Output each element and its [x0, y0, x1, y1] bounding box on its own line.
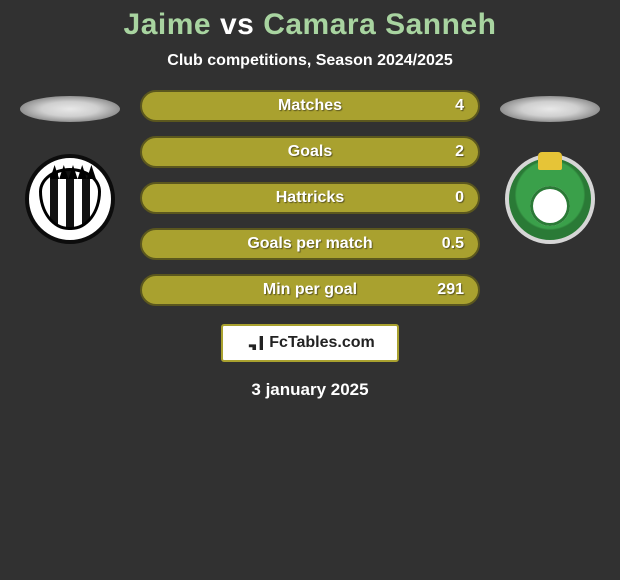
brand-text: FcTables.com: [269, 334, 375, 352]
stat-value: 0: [455, 189, 464, 207]
page-title: Jaime vs Camara Sanneh: [124, 8, 497, 42]
stat-bar-matches: Matches 4: [140, 90, 480, 122]
player1-shadow-icon: [20, 96, 120, 122]
stat-bar-goals-per-match: Goals per match 0.5: [140, 228, 480, 260]
chart-bars-icon: [245, 336, 263, 350]
date-text: 3 january 2025: [251, 380, 368, 400]
stat-bar-hattricks: Hattricks 0: [140, 182, 480, 214]
player2-shadow-icon: [500, 96, 600, 122]
stat-label: Hattricks: [276, 189, 344, 207]
comparison-card: Jaime vs Camara Sanneh Club competitions…: [0, 0, 620, 400]
stat-value: 2: [455, 143, 464, 161]
stat-value: 0.5: [442, 235, 464, 253]
stat-value: 291: [437, 281, 464, 299]
stat-label: Goals per match: [247, 235, 372, 253]
stat-value: 4: [455, 97, 464, 115]
stats-column: Matches 4 Goals 2 Hattricks 0 Goals per …: [130, 90, 490, 306]
stat-label: Goals: [288, 143, 332, 161]
team2-crest: [505, 154, 595, 244]
albacete-shield-icon: [39, 168, 101, 230]
stat-bar-goals: Goals 2: [140, 136, 480, 168]
brand-badge[interactable]: FcTables.com: [221, 324, 399, 362]
team1-crest: [25, 154, 115, 244]
subtitle: Club competitions, Season 2024/2025: [167, 52, 452, 70]
stat-label: Min per goal: [263, 281, 357, 299]
stat-bar-min-per-goal: Min per goal 291: [140, 274, 480, 306]
left-column: [10, 90, 130, 244]
main-row: Matches 4 Goals 2 Hattricks 0 Goals per …: [0, 90, 620, 306]
player1-name: Jaime: [124, 8, 212, 41]
vs-text: vs: [220, 8, 254, 41]
stat-label: Matches: [278, 97, 342, 115]
player2-name: Camara Sanneh: [263, 8, 496, 41]
right-column: [490, 90, 610, 244]
